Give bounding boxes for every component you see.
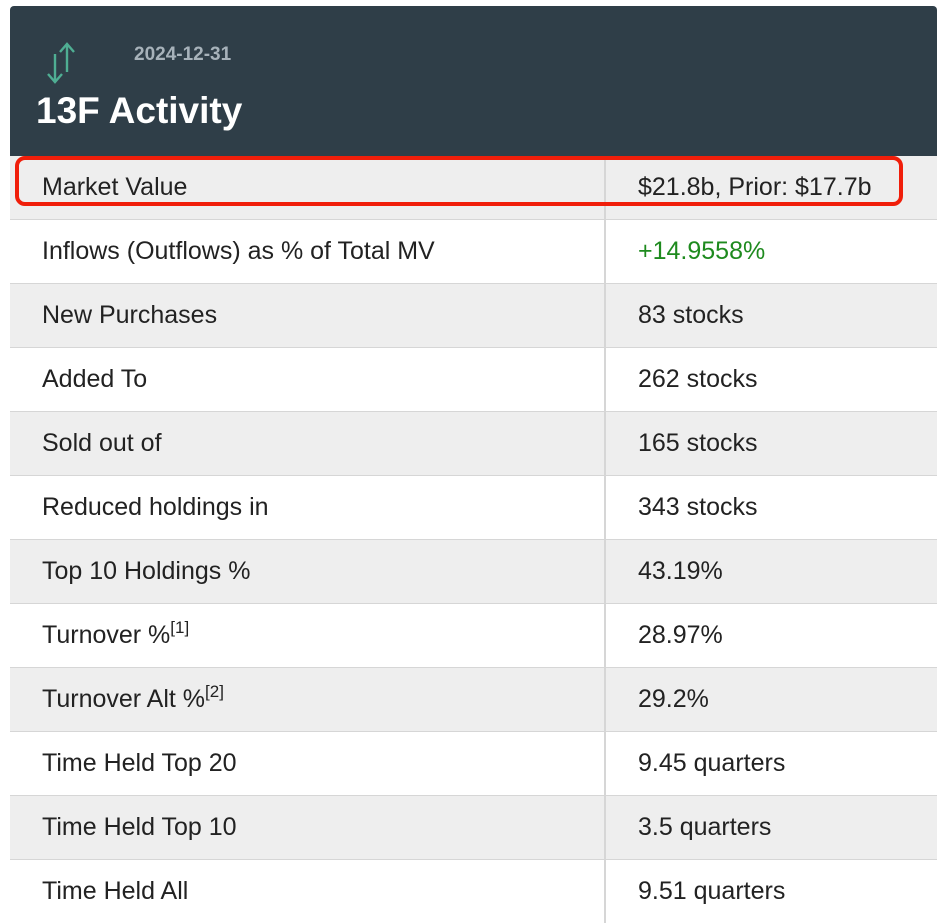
table-row: Time Held All 9.51 quarters: [10, 860, 937, 923]
row-label: Turnover Alt %[2]: [10, 668, 605, 732]
row-label: Sold out of: [10, 412, 605, 476]
row-value: 28.97%: [605, 604, 937, 668]
stats-table: Market Value $21.8b, Prior: $17.7b Inflo…: [10, 156, 937, 923]
row-value: 29.2%: [605, 668, 937, 732]
row-value: 9.45 quarters: [605, 732, 937, 796]
row-value: 343 stocks: [605, 476, 937, 540]
row-value: +14.9558%: [605, 220, 937, 284]
footnote-link-1[interactable]: [1]: [170, 618, 189, 637]
row-label: Time Held Top 10: [10, 796, 605, 860]
footnote-link-2[interactable]: [2]: [205, 682, 224, 701]
panel-title: 13F Activity: [36, 90, 242, 132]
row-value: 43.19%: [605, 540, 937, 604]
row-label: New Purchases: [10, 284, 605, 348]
table-row: Time Held Top 10 3.5 quarters: [10, 796, 937, 860]
row-label: Top 10 Holdings %: [10, 540, 605, 604]
row-label: Turnover %[1]: [10, 604, 605, 668]
report-date: 2024-12-31: [134, 44, 231, 66]
row-value: 83 stocks: [605, 284, 937, 348]
row-value: 262 stocks: [605, 348, 937, 412]
activity-panel: 2024-12-31 13F Activity Market Value $21…: [10, 6, 937, 918]
row-value: 165 stocks: [605, 412, 937, 476]
table-row: Top 10 Holdings % 43.19%: [10, 540, 937, 604]
table-row: Time Held Top 20 9.45 quarters: [10, 732, 937, 796]
table-row: New Purchases 83 stocks: [10, 284, 937, 348]
table-row: Added To 262 stocks: [10, 348, 937, 412]
row-value: $21.8b, Prior: $17.7b: [605, 156, 937, 220]
row-label: Reduced holdings in: [10, 476, 605, 540]
row-value: 9.51 quarters: [605, 860, 937, 923]
row-label: Market Value: [10, 156, 605, 220]
table-row: Turnover Alt %[2] 29.2%: [10, 668, 937, 732]
row-label: Inflows (Outflows) as % of Total MV: [10, 220, 605, 284]
row-label: Time Held All: [10, 860, 605, 923]
panel-header: 2024-12-31 13F Activity: [10, 6, 937, 156]
table-row: Reduced holdings in 343 stocks: [10, 476, 937, 540]
row-label: Added To: [10, 348, 605, 412]
table-row: Sold out of 165 stocks: [10, 412, 937, 476]
table-row: Turnover %[1] 28.97%: [10, 604, 937, 668]
up-down-arrows-icon: [44, 40, 78, 86]
row-label: Time Held Top 20: [10, 732, 605, 796]
table-row: Inflows (Outflows) as % of Total MV +14.…: [10, 220, 937, 284]
table-row: Market Value $21.8b, Prior: $17.7b: [10, 156, 937, 220]
row-value: 3.5 quarters: [605, 796, 937, 860]
